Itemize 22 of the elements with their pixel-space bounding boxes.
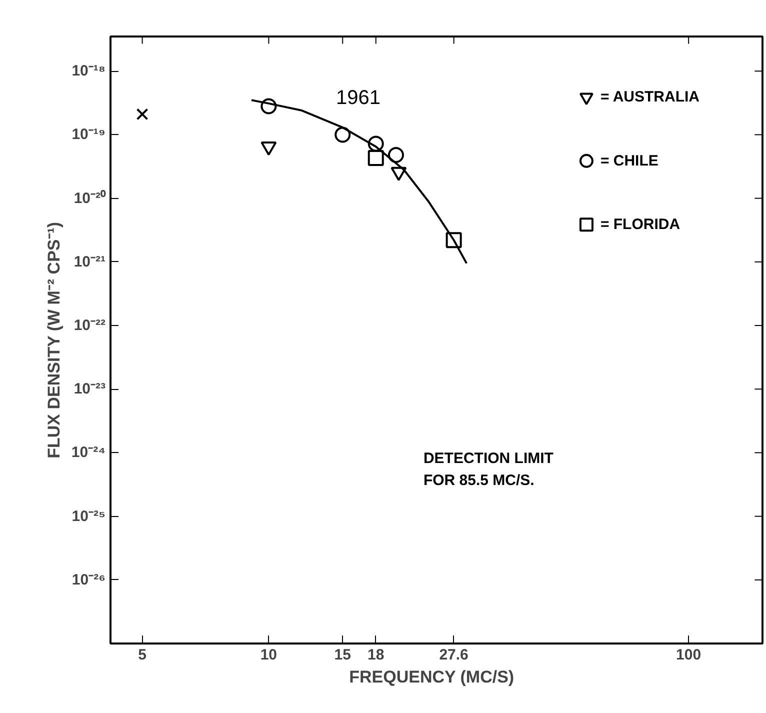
legend-label: = CHILE bbox=[600, 152, 658, 170]
y-tick-label: 10⁻²⁴ bbox=[71, 444, 106, 462]
y-tick-label: 10⁻¹⁸ bbox=[72, 62, 106, 80]
y-tick-label: 10⁻²⁵ bbox=[72, 508, 106, 525]
x-tick-label: 5 bbox=[138, 646, 146, 664]
x-tick-label: 10 bbox=[260, 646, 278, 664]
annotation: DETECTION LIMIT FOR 85.5 MC/S. bbox=[423, 450, 554, 489]
y-tick-label: 10⁻²³ bbox=[74, 380, 106, 398]
y-tick-label: 10⁻²² bbox=[74, 317, 106, 334]
y-axis-title: FLUX DENSITY (W M⁻² CPS⁻¹) bbox=[44, 222, 64, 458]
x-tick-label: 18 bbox=[368, 646, 384, 664]
x-tick-label: 100 bbox=[676, 646, 702, 664]
x-tick-label: 27.6 bbox=[439, 646, 468, 664]
legend-label: = AUSTRALIA bbox=[600, 88, 700, 106]
y-tick-label: 10⁻²⁰ bbox=[74, 188, 106, 207]
y-tick-label: 10⁻²¹ bbox=[74, 253, 106, 270]
text: 1961 bbox=[336, 87, 381, 110]
y-tick-label: 10⁻²⁶ bbox=[72, 571, 106, 588]
x-tick-label: 15 bbox=[334, 646, 351, 664]
legend-label: = FLORIDA bbox=[600, 216, 680, 234]
x-axis-title: FREQUENCY (MC/S) bbox=[349, 668, 514, 686]
y-tick-label: 10⁻¹⁹ bbox=[72, 126, 106, 144]
